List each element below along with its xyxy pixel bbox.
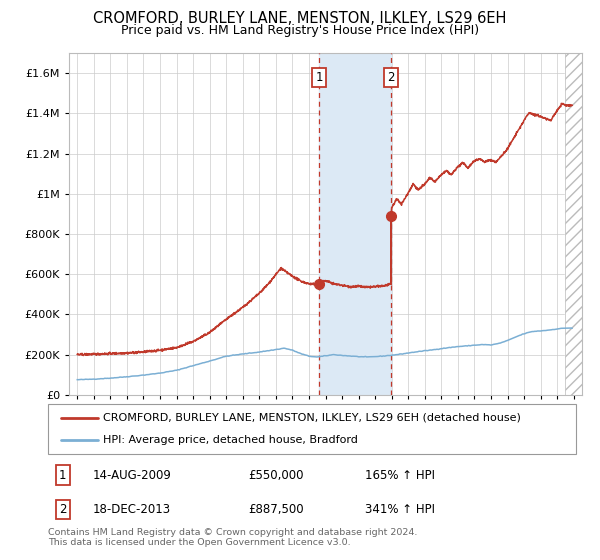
Text: CROMFORD, BURLEY LANE, MENSTON, ILKLEY, LS29 6EH: CROMFORD, BURLEY LANE, MENSTON, ILKLEY, …: [94, 11, 506, 26]
Bar: [565, 53, 582, 395]
Bar: [319, 53, 391, 395]
Text: HPI: Average price, detached house, Bradford: HPI: Average price, detached house, Brad…: [103, 435, 358, 445]
Text: 341% ↑ HPI: 341% ↑ HPI: [365, 503, 435, 516]
FancyBboxPatch shape: [48, 404, 576, 454]
Text: 2: 2: [387, 71, 395, 84]
Text: CROMFORD, BURLEY LANE, MENSTON, ILKLEY, LS29 6EH (detached house): CROMFORD, BURLEY LANE, MENSTON, ILKLEY, …: [103, 413, 521, 423]
Text: £887,500: £887,500: [248, 503, 304, 516]
Text: 2: 2: [59, 503, 67, 516]
Text: £550,000: £550,000: [248, 469, 304, 482]
Text: 1: 1: [59, 469, 67, 482]
Text: 18-DEC-2013: 18-DEC-2013: [93, 503, 171, 516]
Bar: [565, 53, 582, 395]
Text: 1: 1: [316, 71, 323, 84]
Text: Price paid vs. HM Land Registry's House Price Index (HPI): Price paid vs. HM Land Registry's House …: [121, 24, 479, 36]
Text: 14-AUG-2009: 14-AUG-2009: [93, 469, 172, 482]
Text: 165% ↑ HPI: 165% ↑ HPI: [365, 469, 435, 482]
Text: Contains HM Land Registry data © Crown copyright and database right 2024.
This d: Contains HM Land Registry data © Crown c…: [48, 528, 418, 548]
